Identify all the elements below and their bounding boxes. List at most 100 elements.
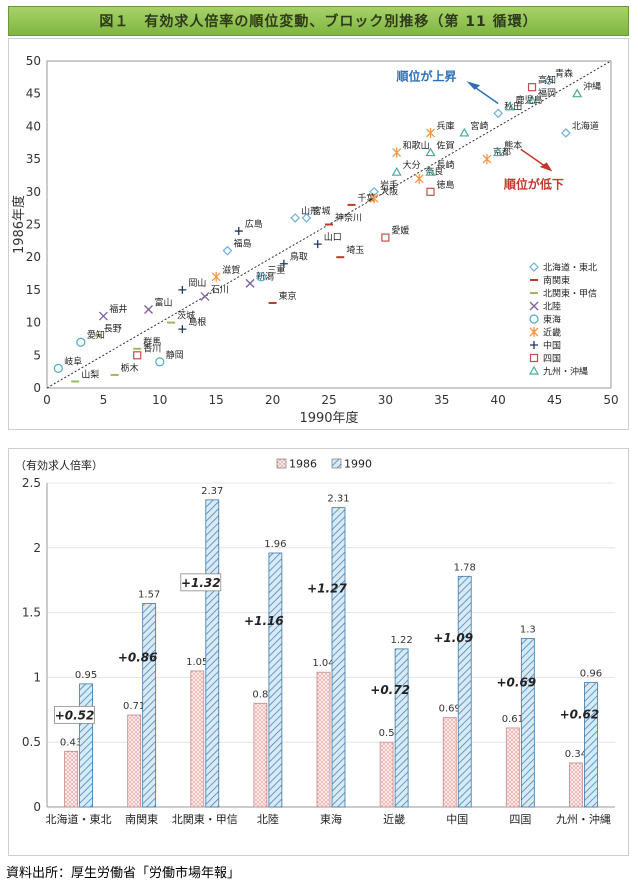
point-marker [529, 301, 539, 311]
category-group: 0.5 1.22 +0.72 近畿 [370, 635, 412, 826]
y-tick-label: 25 [26, 218, 41, 232]
point-label: 茨城 [177, 310, 195, 322]
point-label: 広島 [245, 218, 263, 230]
category-group: 0.43 0.95 +0.52 北海道・東北 [46, 670, 112, 826]
difference-label: +0.62 [560, 707, 600, 721]
x-tick-label: 45 [547, 393, 562, 407]
category-label: 九州・沖縄 [556, 812, 611, 826]
point-marker [530, 341, 538, 349]
legend-item: 1990 [331, 458, 372, 471]
legend-item: 中国 [530, 340, 561, 352]
bar-1986 [379, 741, 394, 808]
bar-1986 [442, 717, 457, 808]
point-marker [178, 285, 187, 294]
y-tick-label: 1.5 [22, 606, 41, 620]
point-marker [426, 187, 435, 196]
point-marker [391, 166, 402, 176]
x-tick-label: 30 [378, 393, 393, 407]
data-point: 島根 [178, 316, 206, 334]
y-axis-label: 1986年度 [11, 195, 27, 254]
bar-value-label: 0.8 [252, 689, 268, 700]
bar-1990 [79, 683, 93, 808]
bar-1986 [127, 714, 142, 808]
data-point: 静岡 [155, 349, 184, 367]
point-marker [414, 173, 424, 184]
legend-label: 近畿 [543, 327, 561, 339]
data-point: 和歌山 [392, 140, 430, 158]
difference-label: +0.69 [496, 676, 536, 690]
difference-label: +1.16 [244, 614, 284, 628]
difference-label: +0.72 [370, 683, 410, 697]
point-label: 香川 [143, 343, 161, 354]
point-marker [256, 272, 266, 282]
legend-label: 1986 [289, 458, 317, 471]
point-marker [425, 166, 436, 176]
data-point: 長野 [93, 324, 122, 337]
point-label: 和歌山 [403, 140, 430, 152]
point-marker [529, 262, 539, 272]
point-marker [381, 233, 390, 242]
x-tick-label: 5 [100, 393, 108, 407]
point-label: 島根 [188, 316, 206, 328]
bar-value-label: 1.22 [390, 635, 412, 646]
data-point: 鳥取 [279, 251, 308, 268]
legend-item: 北海道・東北 [529, 262, 597, 274]
bar-1990 [142, 603, 157, 808]
point-label: 滋賀 [222, 264, 240, 276]
point-marker [245, 278, 255, 288]
up-arrow-head [466, 81, 481, 90]
data-point: 香川 [133, 343, 161, 360]
bar-value-label: 1.3 [520, 625, 536, 636]
bar-1990 [268, 552, 283, 808]
bar-value-label: 2.37 [201, 486, 223, 497]
category-group: 0.8 1.96 +1.16 北陸 [244, 539, 286, 826]
point-marker [493, 147, 504, 157]
data-point: 埼玉 [336, 244, 364, 259]
y-tick-label: 35 [26, 152, 41, 166]
legend-item: 北関東・甲信 [530, 288, 597, 300]
legend-item: 近畿 [529, 327, 561, 339]
legend-item: 南関東 [530, 275, 570, 287]
bar-value-label: 0.69 [439, 704, 461, 715]
data-point: 大阪 [369, 185, 398, 204]
category-group: 1.05 2.37 +1.32 北関東・甲信 [172, 486, 238, 826]
point-marker [529, 327, 539, 337]
data-point: 鹿児島 [504, 94, 542, 111]
point-marker [426, 127, 435, 138]
data-point: 熊本 [493, 140, 522, 157]
data-point: 北海道 [561, 120, 599, 138]
point-label: 高知 [538, 74, 556, 86]
data-point: 青森 [544, 68, 573, 86]
bar-panel: （有効求人倍率） 0 0.5 1 1.5 2 2.5 1986 1990 0.43 0.95 +0.5… [8, 448, 629, 856]
source-note: 資料出所：厚生労働省「労働市場年報」 [6, 866, 241, 881]
data-point: 宮崎 [459, 120, 488, 137]
legend-label: 九州・沖縄 [543, 366, 588, 378]
bar-1990 [205, 499, 220, 808]
category-label: 北陸 [257, 813, 279, 826]
point-marker [493, 108, 504, 119]
bar-value-label: 0.34 [565, 749, 587, 760]
legend-label: 四国 [543, 354, 561, 365]
point-label: 愛媛 [391, 225, 409, 237]
category-group: 1.04 2.31 +1.27 東海 [307, 494, 349, 826]
point-label: 岐阜 [64, 355, 82, 367]
y-tick-label: 1 [33, 670, 41, 684]
bar-1986 [190, 670, 205, 808]
point-label: 青森 [555, 68, 573, 80]
bar-1990 [584, 682, 598, 808]
y-tick-label: 20 [26, 250, 41, 264]
point-label: 栃木 [121, 362, 139, 374]
y-tick-label: 10 [26, 316, 41, 330]
point-label: 大阪 [380, 185, 398, 197]
scatter-chart: 0 5 10 15 20 25 30 35 40 45 50 0 5 10 15 20 25 30 35 40 45 50… [11, 54, 619, 426]
point-label: 山梨 [81, 368, 99, 380]
legend-swatch [276, 458, 287, 469]
data-point: 東京 [268, 290, 297, 304]
bar-1990 [520, 638, 535, 808]
y-tick-label: 0.5 [22, 735, 41, 749]
